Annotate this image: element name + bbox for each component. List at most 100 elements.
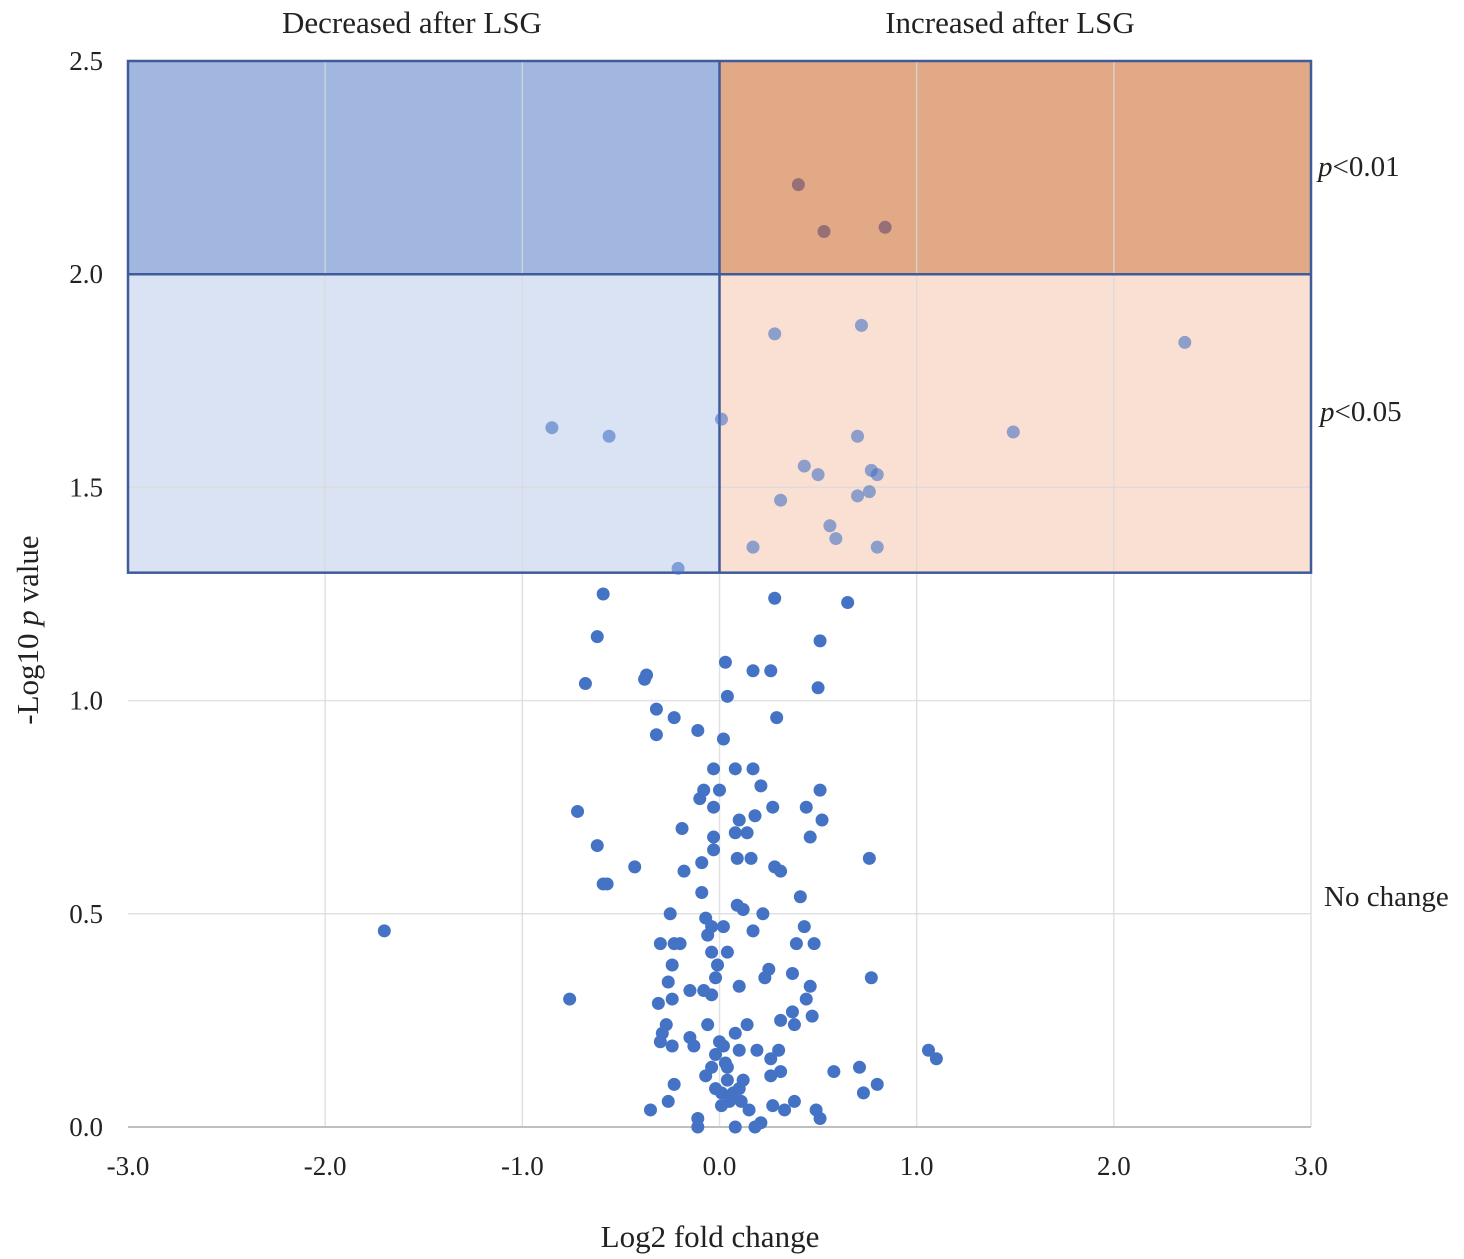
data-point (789, 937, 803, 951)
y-tick-label: 0.5 (69, 899, 103, 929)
y-tick-label: 2.0 (69, 259, 103, 289)
data-point (693, 792, 707, 806)
y-tick-label: 1.0 (69, 686, 103, 716)
data-point (785, 1005, 799, 1019)
data-point (929, 1052, 943, 1066)
data-point (740, 826, 754, 840)
data-point (545, 421, 559, 435)
data-point (571, 804, 585, 818)
data-point (691, 723, 705, 737)
data-point (714, 1086, 728, 1100)
data-point (774, 864, 788, 878)
data-point (649, 728, 663, 742)
data-point (649, 702, 663, 716)
data-point (778, 1103, 792, 1117)
data-point (665, 1039, 679, 1053)
data-point (854, 318, 868, 332)
significance-regions (128, 61, 1311, 573)
data-point (797, 920, 811, 934)
data-point (718, 655, 732, 669)
y-tick-label: 1.5 (69, 472, 103, 502)
data-point (770, 711, 784, 725)
data-point (643, 1103, 657, 1117)
data-point (707, 800, 721, 814)
data-point (787, 1018, 801, 1032)
data-point (736, 903, 750, 917)
data-point (673, 937, 687, 951)
data-point (590, 839, 604, 853)
region-increased-p05 (719, 274, 1311, 573)
data-point (713, 783, 726, 797)
data-point (705, 988, 719, 1002)
data-point (716, 920, 730, 934)
data-point (596, 587, 610, 601)
data-point (701, 1018, 715, 1032)
data-point (707, 843, 721, 857)
data-point (691, 1120, 705, 1134)
data-point (707, 762, 721, 776)
data-point (813, 634, 827, 648)
p01-label: p<0.01 (1316, 151, 1400, 183)
data-point (772, 1043, 786, 1057)
data-point (716, 1039, 730, 1053)
data-point (748, 809, 762, 823)
data-point (805, 1009, 819, 1023)
data-point (744, 851, 758, 865)
data-point (716, 732, 730, 746)
data-point (671, 561, 685, 575)
data-point (728, 1026, 742, 1040)
data-point (921, 1043, 935, 1057)
data-point (758, 971, 772, 985)
data-point (793, 890, 807, 904)
data-point (870, 540, 884, 554)
no-change-label: No change (1324, 881, 1449, 913)
data-point (811, 681, 825, 695)
data-point (730, 851, 744, 865)
x-tick-label: -2.0 (304, 1151, 347, 1181)
data-point (862, 485, 876, 499)
data-point (746, 762, 760, 776)
x-tick-label: -1.0 (501, 1151, 544, 1181)
data-point (756, 907, 770, 921)
data-point (714, 412, 728, 426)
data-point (803, 979, 817, 993)
data-point (754, 1116, 768, 1130)
data-point (720, 1060, 734, 1074)
data-point (683, 984, 697, 998)
data-point (732, 1043, 746, 1057)
data-point (764, 1069, 778, 1083)
y-axis-ticks: 0.0 0.5 1.0 1.5 2.0 2.5 (69, 46, 103, 1142)
data-point (774, 493, 788, 507)
x-tick-label: -3.0 (107, 1151, 150, 1181)
data-point (665, 992, 679, 1006)
data-point (774, 1065, 788, 1079)
data-point (740, 1018, 754, 1032)
data-point (768, 327, 782, 341)
data-point (862, 851, 876, 865)
data-point (764, 664, 778, 678)
data-point (815, 813, 829, 827)
x-tick-label: 0.0 (703, 1151, 737, 1181)
data-point (827, 1065, 841, 1079)
data-point (817, 225, 831, 239)
data-point (878, 220, 892, 234)
region-decreased-p05 (128, 274, 720, 573)
data-point (841, 596, 855, 610)
data-point (638, 672, 652, 686)
x-tick-label: 1.0 (900, 1151, 934, 1181)
data-point (813, 1111, 827, 1125)
data-point (720, 945, 734, 959)
data-point (563, 992, 577, 1006)
data-point (852, 1060, 866, 1074)
data-point (870, 468, 884, 482)
data-point (754, 779, 768, 793)
data-point (377, 924, 391, 938)
data-point (651, 996, 665, 1010)
data-point (785, 966, 799, 980)
data-point (661, 975, 675, 989)
data-point (851, 489, 865, 503)
data-point (709, 1048, 723, 1062)
data-point (663, 907, 677, 921)
increased-label: Increased after LSG (885, 5, 1135, 40)
data-point (811, 468, 825, 482)
